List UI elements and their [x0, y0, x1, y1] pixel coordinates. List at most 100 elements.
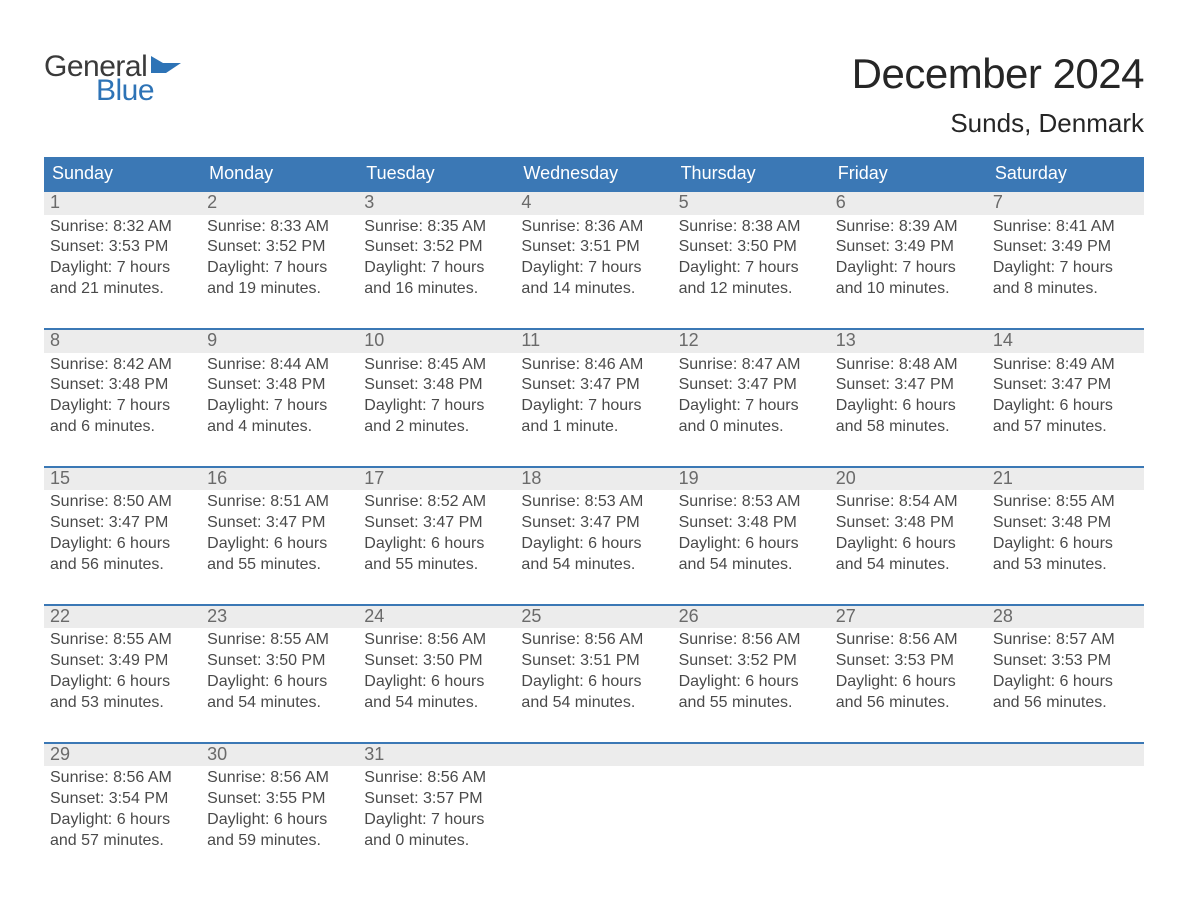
calendar-week: 29 30 31 Sunrise: 8:56 AM Sunset: 3:54 P…	[44, 742, 1144, 862]
sunset-text: Sunset: 3:54 PM	[50, 789, 195, 810]
daylight-text-2: and 8 minutes.	[993, 279, 1138, 300]
sunset-text: Sunset: 3:48 PM	[207, 375, 352, 396]
daylight-text-2: and 55 minutes.	[364, 555, 509, 576]
day-details: Sunrise: 8:45 AM Sunset: 3:48 PM Dayligh…	[358, 353, 515, 438]
day-number: 14	[987, 330, 1144, 353]
sunrise-text: Sunrise: 8:41 AM	[993, 217, 1138, 238]
day-details: Sunrise: 8:55 AM Sunset: 3:50 PM Dayligh…	[201, 628, 358, 713]
daylight-text-1: Daylight: 7 hours	[50, 396, 195, 417]
daylight-text-2: and 57 minutes.	[993, 417, 1138, 438]
day-details: Sunrise: 8:56 AM Sunset: 3:51 PM Dayligh…	[515, 628, 672, 713]
sunset-text: Sunset: 3:53 PM	[50, 237, 195, 258]
daylight-text-1: Daylight: 7 hours	[364, 810, 509, 831]
daylight-text-2: and 58 minutes.	[836, 417, 981, 438]
day-details: Sunrise: 8:33 AM Sunset: 3:52 PM Dayligh…	[201, 215, 358, 300]
day-number: 12	[673, 330, 830, 353]
sunrise-text: Sunrise: 8:55 AM	[207, 630, 352, 651]
sunrise-text: Sunrise: 8:56 AM	[836, 630, 981, 651]
daylight-text-1: Daylight: 6 hours	[207, 810, 352, 831]
daylight-text-1: Daylight: 6 hours	[364, 672, 509, 693]
month-title: December 2024	[852, 50, 1144, 98]
daylight-text-2: and 14 minutes.	[521, 279, 666, 300]
day-details: Sunrise: 8:38 AM Sunset: 3:50 PM Dayligh…	[673, 215, 830, 300]
day-number: 6	[830, 192, 987, 215]
day-number: 31	[358, 744, 515, 767]
daynum-row: 22 23 24 25 26 27 28	[44, 606, 1144, 629]
details-row: Sunrise: 8:32 AM Sunset: 3:53 PM Dayligh…	[44, 215, 1144, 328]
daylight-text-1: Daylight: 7 hours	[836, 258, 981, 279]
day-number	[515, 744, 672, 767]
day-details: Sunrise: 8:57 AM Sunset: 3:53 PM Dayligh…	[987, 628, 1144, 713]
sunset-text: Sunset: 3:53 PM	[836, 651, 981, 672]
sunset-text: Sunset: 3:48 PM	[993, 513, 1138, 534]
daylight-text-1: Daylight: 7 hours	[993, 258, 1138, 279]
day-details: Sunrise: 8:53 AM Sunset: 3:48 PM Dayligh…	[673, 490, 830, 575]
day-details	[987, 766, 1144, 851]
day-details: Sunrise: 8:56 AM Sunset: 3:55 PM Dayligh…	[201, 766, 358, 851]
day-number: 1	[44, 192, 201, 215]
weekday-header: Tuesday	[358, 157, 515, 190]
details-row: Sunrise: 8:55 AM Sunset: 3:49 PM Dayligh…	[44, 628, 1144, 741]
day-details: Sunrise: 8:47 AM Sunset: 3:47 PM Dayligh…	[673, 353, 830, 438]
sunrise-text: Sunrise: 8:44 AM	[207, 355, 352, 376]
day-details: Sunrise: 8:54 AM Sunset: 3:48 PM Dayligh…	[830, 490, 987, 575]
daylight-text-2: and 6 minutes.	[50, 417, 195, 438]
day-number: 19	[673, 468, 830, 491]
day-number: 9	[201, 330, 358, 353]
daylight-text-2: and 12 minutes.	[679, 279, 824, 300]
sunrise-text: Sunrise: 8:56 AM	[364, 630, 509, 651]
daylight-text-2: and 56 minutes.	[993, 693, 1138, 714]
day-number: 4	[515, 192, 672, 215]
location-label: Sunds, Denmark	[852, 108, 1144, 139]
daylight-text-2: and 54 minutes.	[207, 693, 352, 714]
daylight-text-1: Daylight: 6 hours	[50, 672, 195, 693]
sunrise-text: Sunrise: 8:54 AM	[836, 492, 981, 513]
daylight-text-1: Daylight: 7 hours	[521, 396, 666, 417]
day-number	[673, 744, 830, 767]
sunrise-text: Sunrise: 8:48 AM	[836, 355, 981, 376]
sunset-text: Sunset: 3:47 PM	[521, 375, 666, 396]
day-details: Sunrise: 8:39 AM Sunset: 3:49 PM Dayligh…	[830, 215, 987, 300]
daylight-text-1: Daylight: 6 hours	[50, 810, 195, 831]
day-number: 8	[44, 330, 201, 353]
day-details: Sunrise: 8:44 AM Sunset: 3:48 PM Dayligh…	[201, 353, 358, 438]
daylight-text-1: Daylight: 6 hours	[364, 534, 509, 555]
calendar-week: 22 23 24 25 26 27 28 Sunrise: 8:55 AM Su…	[44, 604, 1144, 742]
sunrise-text: Sunrise: 8:33 AM	[207, 217, 352, 238]
day-number: 5	[673, 192, 830, 215]
sunset-text: Sunset: 3:47 PM	[50, 513, 195, 534]
details-row: Sunrise: 8:56 AM Sunset: 3:54 PM Dayligh…	[44, 766, 1144, 861]
day-number: 30	[201, 744, 358, 767]
daylight-text-1: Daylight: 6 hours	[207, 534, 352, 555]
day-number: 20	[830, 468, 987, 491]
sunrise-text: Sunrise: 8:46 AM	[521, 355, 666, 376]
day-number: 16	[201, 468, 358, 491]
sunset-text: Sunset: 3:47 PM	[207, 513, 352, 534]
title-block: December 2024 Sunds, Denmark	[852, 50, 1144, 139]
daylight-text-1: Daylight: 7 hours	[207, 396, 352, 417]
sunset-text: Sunset: 3:52 PM	[364, 237, 509, 258]
daylight-text-2: and 2 minutes.	[364, 417, 509, 438]
day-details: Sunrise: 8:53 AM Sunset: 3:47 PM Dayligh…	[515, 490, 672, 575]
daylight-text-2: and 57 minutes.	[50, 831, 195, 852]
day-details: Sunrise: 8:55 AM Sunset: 3:49 PM Dayligh…	[44, 628, 201, 713]
daylight-text-2: and 54 minutes.	[364, 693, 509, 714]
daylight-text-1: Daylight: 6 hours	[207, 672, 352, 693]
day-details: Sunrise: 8:36 AM Sunset: 3:51 PM Dayligh…	[515, 215, 672, 300]
sunset-text: Sunset: 3:50 PM	[207, 651, 352, 672]
header-row: General Blue December 2024 Sunds, Denmar…	[44, 50, 1144, 139]
day-details: Sunrise: 8:52 AM Sunset: 3:47 PM Dayligh…	[358, 490, 515, 575]
day-details: Sunrise: 8:51 AM Sunset: 3:47 PM Dayligh…	[201, 490, 358, 575]
details-row: Sunrise: 8:42 AM Sunset: 3:48 PM Dayligh…	[44, 353, 1144, 466]
sunrise-text: Sunrise: 8:56 AM	[364, 768, 509, 789]
weekday-header: Sunday	[44, 157, 201, 190]
day-number: 3	[358, 192, 515, 215]
weekday-header: Friday	[830, 157, 987, 190]
daynum-row: 29 30 31	[44, 744, 1144, 767]
sunset-text: Sunset: 3:47 PM	[364, 513, 509, 534]
day-number	[987, 744, 1144, 767]
calendar-grid: Sunday Monday Tuesday Wednesday Thursday…	[44, 157, 1144, 861]
day-number: 24	[358, 606, 515, 629]
daynum-row: 15 16 17 18 19 20 21	[44, 468, 1144, 491]
day-details: Sunrise: 8:56 AM Sunset: 3:52 PM Dayligh…	[673, 628, 830, 713]
